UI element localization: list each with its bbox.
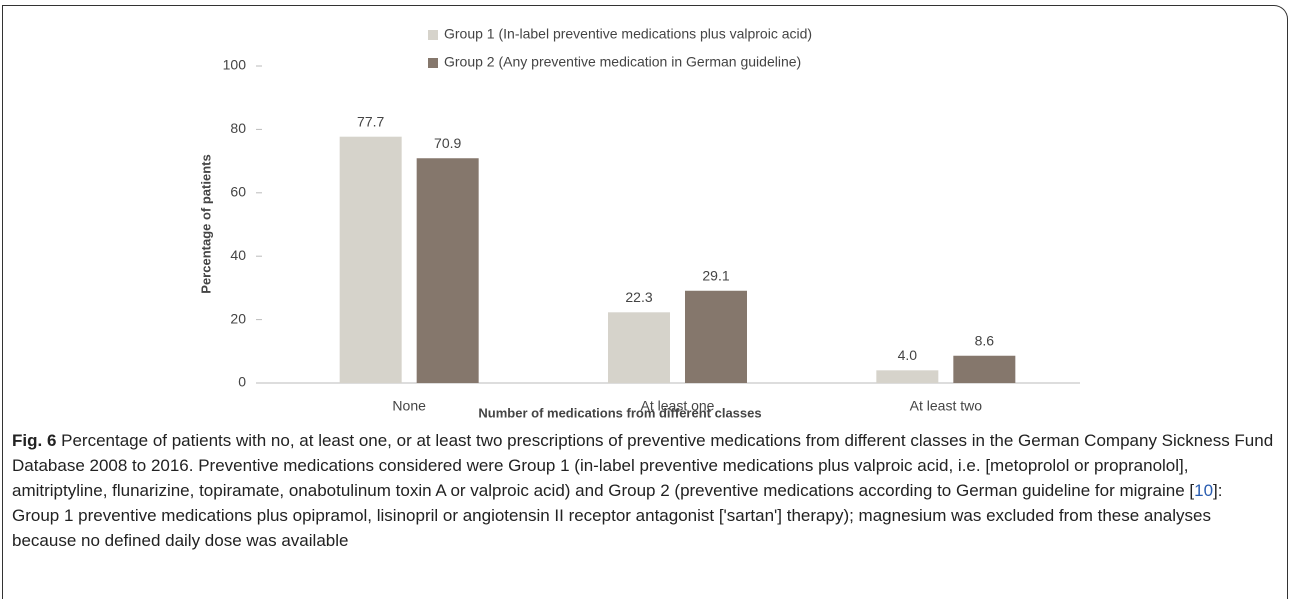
y-tick-label: 100 [223, 57, 247, 73]
legend-label: Group 1 (In-label preventive medications… [444, 26, 812, 42]
legend-swatch [428, 30, 438, 40]
legend-label: Group 2 (Any preventive medication in Ge… [444, 54, 801, 70]
bar [876, 370, 939, 383]
caption-reference[interactable]: 10 [1194, 481, 1214, 500]
figure-frame [2, 5, 1288, 599]
x-axis-title: Number of medications from different cla… [478, 405, 761, 420]
caption: Fig. 6 Percentage of patients with no, a… [12, 428, 1274, 553]
value-label: 4.0 [898, 347, 918, 363]
caption-text: Percentage of patients with no, at least… [12, 431, 1274, 500]
caption-label: Fig. 6 [12, 431, 57, 450]
y-tick-label: 0 [238, 374, 246, 390]
y-axis-title: Percentage of patients [198, 154, 213, 293]
y-tick-label: 20 [230, 310, 246, 326]
chart: Number of medications from different cla… [198, 26, 1080, 420]
caption-text: ]: Group 1 preventive medications plus o… [12, 481, 1223, 550]
y-tick-label: 60 [230, 184, 246, 200]
bar [953, 355, 1016, 383]
value-label: 29.1 [702, 267, 729, 283]
value-label: 8.6 [975, 332, 995, 348]
bar [339, 136, 402, 383]
value-label: 22.3 [625, 289, 652, 305]
y-tick-label: 80 [230, 120, 246, 136]
y-tick-label: 40 [230, 247, 246, 263]
bar [685, 290, 747, 383]
x-tick-label: At least two [910, 398, 983, 414]
bar [608, 312, 670, 383]
value-label: 70.9 [434, 135, 461, 151]
bar [416, 158, 479, 383]
legend-swatch [428, 58, 438, 68]
x-tick-label: At least one [641, 398, 715, 414]
x-tick-label: None [392, 398, 426, 414]
value-label: 77.7 [357, 113, 384, 129]
